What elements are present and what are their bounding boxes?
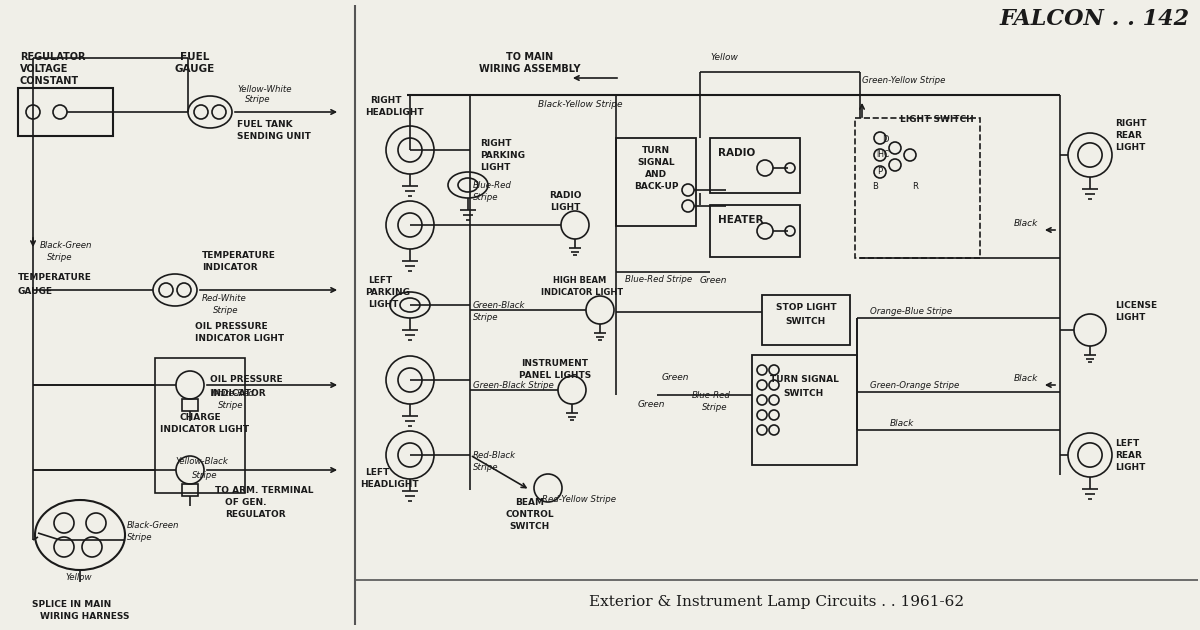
Text: Yellow: Yellow	[65, 573, 91, 582]
Text: INDICATOR LIGHT: INDICATOR LIGHT	[541, 288, 623, 297]
Text: Black-Green: Black-Green	[40, 241, 92, 249]
Text: Green: Green	[700, 276, 727, 285]
Text: HEADLIGHT: HEADLIGHT	[360, 480, 419, 489]
Text: LEFT: LEFT	[365, 468, 389, 477]
Text: Blue-Red Stripe: Blue-Red Stripe	[625, 275, 692, 284]
Text: Black: Black	[890, 419, 914, 428]
Text: D: D	[882, 135, 888, 144]
Text: VOLTAGE: VOLTAGE	[20, 64, 68, 74]
Text: Yellow-White: Yellow-White	[238, 85, 292, 94]
Text: STOP LIGHT: STOP LIGHT	[775, 303, 836, 312]
Text: LIGHT SWITCH: LIGHT SWITCH	[900, 115, 973, 124]
Text: Black-Green: Black-Green	[127, 520, 180, 529]
Text: INDICATOR LIGHT: INDICATOR LIGHT	[160, 425, 250, 434]
Text: LEFT: LEFT	[1115, 439, 1139, 448]
Text: GAUGE: GAUGE	[175, 64, 215, 74]
Text: PARKING: PARKING	[480, 151, 526, 160]
Text: B: B	[872, 182, 878, 191]
Text: HEATER: HEATER	[718, 215, 763, 225]
Text: CHARGE: CHARGE	[180, 413, 222, 422]
Text: Red-Yellow Stripe: Red-Yellow Stripe	[542, 495, 616, 504]
Text: RADIO: RADIO	[718, 148, 755, 158]
Text: PANEL LIGHTS: PANEL LIGHTS	[518, 371, 592, 380]
Text: TURN SIGNAL: TURN SIGNAL	[769, 375, 839, 384]
Text: Green: Green	[638, 400, 666, 409]
Text: Stripe: Stripe	[214, 306, 239, 315]
Text: Red-Black: Red-Black	[473, 450, 516, 459]
Text: FUEL: FUEL	[180, 52, 210, 62]
Text: IHC: IHC	[876, 150, 889, 159]
Text: REAR: REAR	[1115, 131, 1142, 140]
Text: CONTROL: CONTROL	[505, 510, 554, 519]
Text: INDICATOR LIGHT: INDICATOR LIGHT	[194, 334, 284, 343]
Text: P: P	[877, 167, 882, 176]
Text: Green-Black: Green-Black	[473, 301, 526, 309]
Text: Green-Black Stripe: Green-Black Stripe	[473, 381, 553, 389]
Text: HIGH BEAM: HIGH BEAM	[553, 276, 607, 285]
Text: LIGHT: LIGHT	[1115, 313, 1145, 322]
Text: RADIO: RADIO	[548, 191, 581, 200]
Text: Green-Yellow Stripe: Green-Yellow Stripe	[862, 76, 946, 85]
Text: Stripe: Stripe	[473, 193, 498, 202]
Text: REGULATOR: REGULATOR	[20, 52, 85, 62]
Text: Yellow: Yellow	[710, 53, 738, 62]
Text: Black: Black	[1014, 374, 1038, 383]
Text: FALCON . . 142: FALCON . . 142	[1000, 8, 1190, 30]
Text: Stripe: Stripe	[473, 462, 498, 471]
Text: TO ARM. TERMINAL: TO ARM. TERMINAL	[215, 486, 313, 495]
Text: LICENSE: LICENSE	[1115, 301, 1157, 310]
Text: BACK-UP: BACK-UP	[634, 182, 678, 191]
Text: AND: AND	[644, 170, 667, 179]
Text: Exterior & Instrument Lamp Circuits . . 1961-62: Exterior & Instrument Lamp Circuits . . …	[589, 595, 965, 609]
Text: SPLICE IN MAIN: SPLICE IN MAIN	[32, 600, 112, 609]
Text: RIGHT: RIGHT	[1115, 119, 1146, 128]
Text: Black-Yellow Stripe: Black-Yellow Stripe	[538, 100, 623, 109]
Text: TURN: TURN	[642, 146, 670, 155]
Text: WIRING ASSEMBLY: WIRING ASSEMBLY	[479, 64, 581, 74]
Text: Green: Green	[662, 374, 690, 382]
Text: Stripe: Stripe	[473, 312, 498, 321]
Text: LIGHT: LIGHT	[368, 300, 398, 309]
Text: RIGHT: RIGHT	[480, 139, 511, 148]
Text: OIL PRESSURE: OIL PRESSURE	[194, 322, 268, 331]
Text: INSTRUMENT: INSTRUMENT	[522, 359, 588, 368]
Text: Stripe: Stripe	[127, 532, 152, 542]
Text: Blue-Red: Blue-Red	[692, 391, 731, 399]
Text: TEMPERATURE: TEMPERATURE	[202, 251, 276, 260]
Text: TEMPERATURE: TEMPERATURE	[18, 273, 92, 282]
Text: TO MAIN: TO MAIN	[506, 52, 553, 62]
Text: REAR: REAR	[1115, 451, 1142, 460]
Text: OF GEN.: OF GEN.	[226, 498, 266, 507]
Text: WIRING HARNESS: WIRING HARNESS	[40, 612, 130, 621]
Text: Orange-Blue Stripe: Orange-Blue Stripe	[870, 307, 952, 316]
Text: Stripe: Stripe	[702, 403, 727, 411]
Text: INDICATOR: INDICATOR	[210, 389, 265, 399]
Text: HEADLIGHT: HEADLIGHT	[365, 108, 424, 117]
Text: SWITCH: SWITCH	[784, 389, 824, 398]
Text: FUEL TANK: FUEL TANK	[238, 120, 293, 129]
Text: Stripe: Stripe	[245, 95, 270, 104]
Text: Blue-Red: Blue-Red	[473, 181, 512, 190]
Text: LIGHT: LIGHT	[550, 203, 580, 212]
Text: Stripe: Stripe	[192, 471, 217, 481]
Text: SWITCH: SWITCH	[786, 317, 826, 326]
Text: SIGNAL: SIGNAL	[637, 158, 674, 167]
Text: RIGHT: RIGHT	[370, 96, 402, 105]
Text: OIL PRESSURE: OIL PRESSURE	[210, 375, 283, 384]
Text: Stripe: Stripe	[218, 401, 244, 410]
Text: REGULATOR: REGULATOR	[226, 510, 286, 519]
Text: White-Red: White-Red	[209, 389, 254, 398]
Text: CONSTANT: CONSTANT	[20, 76, 79, 86]
Text: Black: Black	[1014, 219, 1038, 228]
Text: INDICATOR: INDICATOR	[202, 263, 258, 272]
Text: GAUGE: GAUGE	[18, 287, 53, 295]
Text: Stripe: Stripe	[47, 253, 72, 263]
Text: LIGHT: LIGHT	[1115, 463, 1145, 472]
Text: BEAM: BEAM	[516, 498, 545, 507]
Text: LEFT: LEFT	[368, 276, 392, 285]
Text: Yellow-Black: Yellow-Black	[175, 457, 228, 466]
Text: LIGHT: LIGHT	[1115, 143, 1145, 152]
Text: R: R	[912, 182, 918, 191]
Text: Red-White: Red-White	[202, 294, 247, 303]
